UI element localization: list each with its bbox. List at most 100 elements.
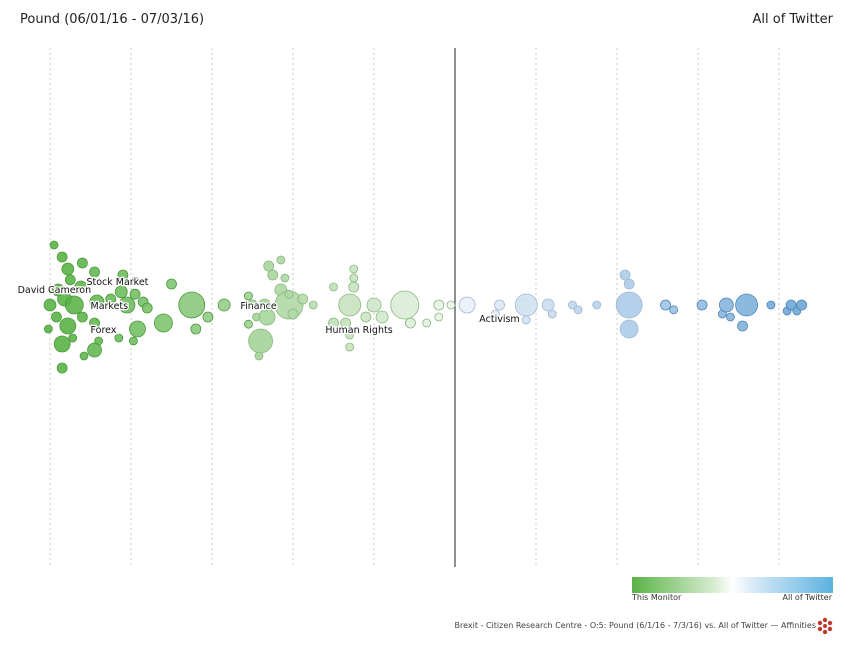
bubble[interactable] xyxy=(248,328,274,354)
bubble[interactable] xyxy=(89,294,105,310)
bubble[interactable] xyxy=(366,297,382,313)
bubble[interactable] xyxy=(592,300,602,310)
bubble[interactable] xyxy=(267,269,279,281)
bubble[interactable] xyxy=(190,323,202,335)
bubble[interactable] xyxy=(114,285,128,299)
bubble[interactable] xyxy=(287,308,299,320)
bubble[interactable] xyxy=(669,305,679,315)
bubble[interactable] xyxy=(491,309,500,319)
bubble[interactable] xyxy=(308,300,318,310)
bubble[interactable] xyxy=(735,293,758,317)
bubble[interactable] xyxy=(345,342,355,352)
bubble[interactable] xyxy=(726,312,735,322)
bubble[interactable] xyxy=(49,240,59,250)
legend-left-label: This Monitor xyxy=(632,593,682,602)
bubble[interactable] xyxy=(129,320,146,338)
bubble[interactable] xyxy=(276,255,286,265)
bubble[interactable] xyxy=(660,299,671,311)
bubble[interactable] xyxy=(340,317,352,329)
bubble[interactable] xyxy=(254,351,264,361)
bubble[interactable] xyxy=(349,273,359,283)
bubble[interactable] xyxy=(718,297,734,313)
bubble[interactable] xyxy=(458,296,476,314)
bubble[interactable] xyxy=(349,264,359,274)
bubble[interactable] xyxy=(329,282,338,292)
bubble[interactable] xyxy=(390,290,420,320)
bubble[interactable] xyxy=(619,269,631,281)
bubble[interactable] xyxy=(43,324,53,334)
bubble[interactable] xyxy=(338,293,362,317)
bubble[interactable] xyxy=(59,317,77,335)
bubble[interactable] xyxy=(280,273,290,283)
bubble[interactable] xyxy=(737,320,748,332)
bubble[interactable] xyxy=(130,276,140,286)
bubble[interactable] xyxy=(375,310,389,324)
bubble[interactable] xyxy=(87,342,102,358)
bubble[interactable] xyxy=(446,300,456,310)
bubble[interactable] xyxy=(129,336,138,346)
bubble[interactable] xyxy=(328,317,339,329)
bubble[interactable] xyxy=(56,251,68,263)
bubble-label: Forex xyxy=(91,325,117,336)
bubble[interactable] xyxy=(433,299,445,311)
bubble[interactable] xyxy=(568,300,577,310)
bubble[interactable] xyxy=(202,311,214,323)
bubble[interactable] xyxy=(141,302,153,314)
bubble[interactable] xyxy=(422,318,432,328)
bubble[interactable] xyxy=(51,311,62,323)
bubble-label: Human Rights xyxy=(325,325,392,336)
bubble[interactable] xyxy=(79,351,89,361)
bubble[interactable] xyxy=(573,305,583,315)
grid-lines xyxy=(49,48,780,567)
bubble[interactable] xyxy=(541,298,555,312)
bubble[interactable] xyxy=(53,335,71,353)
bubble[interactable] xyxy=(547,309,557,319)
bubble[interactable] xyxy=(129,288,141,300)
bubble[interactable] xyxy=(247,299,258,311)
bubble[interactable] xyxy=(348,281,360,293)
bubble[interactable] xyxy=(766,300,776,310)
bubble[interactable] xyxy=(284,289,294,299)
bubble[interactable] xyxy=(297,293,309,305)
bubbles xyxy=(43,240,808,374)
bubble[interactable] xyxy=(217,298,231,312)
bubble[interactable] xyxy=(434,312,444,322)
bubble[interactable] xyxy=(345,330,355,340)
bubble[interactable] xyxy=(117,269,129,281)
bubble[interactable] xyxy=(405,317,416,329)
bubble[interactable] xyxy=(785,299,797,311)
bubble[interactable] xyxy=(796,299,808,311)
bubble[interactable] xyxy=(521,315,531,325)
bubble[interactable] xyxy=(43,298,57,312)
bubble[interactable] xyxy=(244,319,253,329)
bubble[interactable] xyxy=(61,262,75,276)
bubble[interactable] xyxy=(74,280,88,294)
bubble[interactable] xyxy=(68,333,78,343)
bubble[interactable] xyxy=(89,266,100,278)
bubble[interactable] xyxy=(360,311,372,323)
bubble[interactable] xyxy=(89,317,100,329)
bubble[interactable] xyxy=(696,299,708,311)
bubble[interactable] xyxy=(118,296,136,314)
bubble[interactable] xyxy=(619,319,639,339)
bubble-label: Markets xyxy=(91,301,129,312)
bubble[interactable] xyxy=(77,311,88,323)
bubble[interactable] xyxy=(114,333,124,343)
bubble[interactable] xyxy=(105,293,117,305)
bubble-label: David Cameron xyxy=(18,285,92,296)
bubble[interactable] xyxy=(244,291,253,301)
bubble[interactable] xyxy=(64,295,84,315)
bubble-label: Finance xyxy=(240,301,276,312)
bubble[interactable] xyxy=(623,278,635,290)
bubble[interactable] xyxy=(494,299,505,311)
bubble[interactable] xyxy=(77,257,88,269)
bubble[interactable] xyxy=(258,298,272,312)
bubble[interactable] xyxy=(166,278,177,290)
bubble[interactable] xyxy=(178,291,206,319)
bubble[interactable] xyxy=(153,313,173,333)
bubble[interactable] xyxy=(615,291,643,319)
bubble[interactable] xyxy=(514,293,538,317)
bubble[interactable] xyxy=(64,274,76,286)
bubble[interactable] xyxy=(56,362,68,374)
bubble[interactable] xyxy=(263,260,275,272)
